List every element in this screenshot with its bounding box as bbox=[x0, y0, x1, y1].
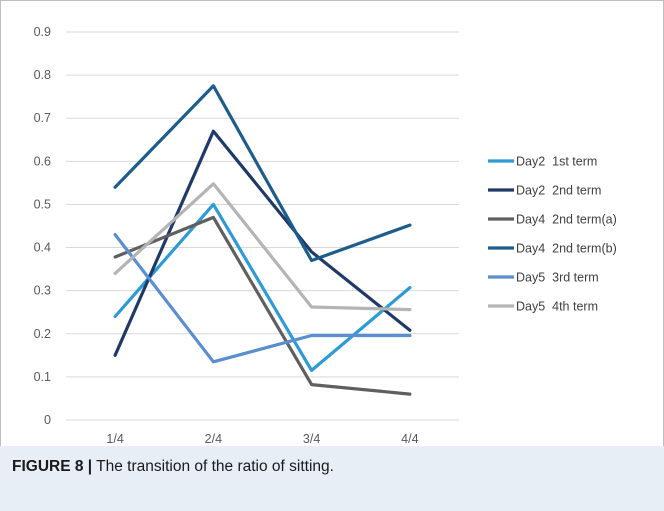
y-tick-label: 0.2 bbox=[34, 327, 51, 341]
y-tick-label: 0.3 bbox=[34, 284, 51, 298]
y-tick-label: 0 bbox=[44, 413, 51, 427]
line-chart: 0 0.1 0.2 0.3 0.4 0.5 0.6 0.7 0.8 0.9 1/4 2/4 3/4 4/… bbox=[34, 25, 617, 446]
y-tick-label: 0.4 bbox=[34, 241, 51, 255]
x-tick-label: 2/4 bbox=[205, 432, 222, 446]
y-tick-label: 0.9 bbox=[34, 25, 51, 39]
y-tick-label: 0.8 bbox=[34, 68, 51, 82]
y-axis-ticks: 0 0.1 0.2 0.3 0.4 0.5 0.6 0.7 0.8 0.9 bbox=[34, 25, 51, 427]
y-tick-label: 0.6 bbox=[34, 154, 51, 168]
figure-caption-text: The transition of the ratio of sitting. bbox=[92, 458, 334, 475]
series-line-3 bbox=[113, 215, 412, 396]
x-axis-ticks: 1/4 2/4 3/4 4/4 bbox=[106, 432, 418, 446]
series-line-6 bbox=[113, 182, 412, 312]
figure-label: FIGURE 8 | bbox=[12, 458, 93, 475]
legend-label-3: Day4 2nd term(a) bbox=[516, 213, 617, 227]
series-lines bbox=[113, 84, 412, 396]
y-tick-label: 0.1 bbox=[34, 370, 51, 384]
figure-caption: FIGURE 8 | The transition of the ratio o… bbox=[12, 458, 334, 476]
series-line-2 bbox=[113, 129, 412, 357]
x-tick-label: 4/4 bbox=[401, 432, 418, 446]
y-tick-label: 0.5 bbox=[34, 197, 51, 211]
figure-caption-band: FIGURE 8 | The transition of the ratio o… bbox=[0, 446, 664, 511]
series-line-5 bbox=[113, 233, 412, 364]
x-tick-label: 1/4 bbox=[106, 432, 123, 446]
legend: Day2 1st term Day2 2nd term Day4 2nd term(… bbox=[488, 155, 617, 314]
chart-frame: 0 0.1 0.2 0.3 0.4 0.5 0.6 0.7 0.8 0.9 1/4 2/4 3/4 4/… bbox=[0, 0, 664, 447]
legend-label-2: Day2 2nd term bbox=[516, 184, 601, 198]
legend-label-6: Day5 4th term bbox=[516, 300, 598, 314]
y-tick-label: 0.7 bbox=[34, 111, 51, 125]
legend-label-4: Day4 2nd term(b) bbox=[516, 242, 617, 256]
series-line-4 bbox=[113, 84, 412, 263]
series-line-1 bbox=[113, 202, 412, 372]
legend-label-5: Day5 3rd term bbox=[516, 271, 599, 285]
gridlines bbox=[66, 31, 459, 421]
legend-label-1: Day2 1st term bbox=[516, 155, 597, 169]
x-tick-label: 3/4 bbox=[303, 432, 320, 446]
